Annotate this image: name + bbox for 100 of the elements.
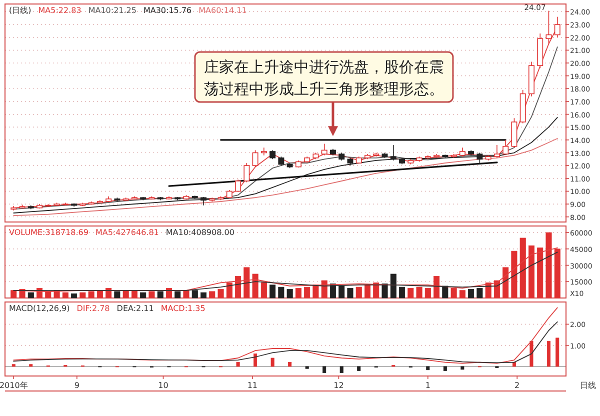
- bar: [546, 232, 552, 298]
- text: MA10:21.25: [88, 6, 136, 15]
- bar: [468, 289, 474, 298]
- line-series: [13, 116, 558, 214]
- candlestick: [260, 147, 267, 156]
- bar: [114, 291, 120, 298]
- bar: [200, 292, 207, 298]
- bar: [364, 284, 370, 298]
- bar: [528, 245, 534, 298]
- bar: [286, 289, 293, 298]
- candlestick: [546, 10, 552, 44]
- text: 日线: [580, 381, 596, 390]
- text: MA5:427646.81: [95, 228, 159, 237]
- candlestick: [235, 179, 242, 192]
- bar: [131, 290, 138, 298]
- x-tick-label: 2: [514, 381, 520, 390]
- bar: [270, 358, 274, 367]
- bar: [236, 362, 240, 367]
- bar: [434, 276, 440, 298]
- candlestick: [494, 144, 500, 158]
- bar: [305, 366, 309, 369]
- bar: [62, 292, 68, 298]
- x-tick-label: 1: [425, 381, 430, 390]
- bar: [252, 274, 258, 298]
- bar: [226, 282, 232, 298]
- bar: [71, 293, 78, 298]
- bar: [278, 286, 284, 298]
- text: MA30:15.76: [143, 6, 192, 15]
- candlestick: [476, 152, 483, 164]
- bar: [426, 366, 430, 370]
- chart-title: (日线): [9, 6, 32, 15]
- bar: [148, 291, 155, 298]
- candlestick: [390, 144, 396, 161]
- bar: [192, 290, 198, 298]
- bar: [340, 366, 344, 374]
- bar: [408, 288, 414, 298]
- text: MA10:408908.00: [166, 228, 234, 237]
- text: MA60:14.11: [198, 6, 247, 15]
- bar: [254, 354, 258, 367]
- bar: [270, 284, 276, 298]
- bar: [460, 366, 464, 370]
- candlestick: [321, 143, 328, 156]
- bar: [10, 290, 17, 298]
- bar: [157, 291, 164, 298]
- x-tick-label: 12: [334, 381, 344, 390]
- bar: [554, 248, 560, 298]
- bar: [244, 267, 250, 298]
- bar: [80, 292, 86, 298]
- bar: [390, 274, 396, 298]
- bar: [511, 250, 518, 298]
- candlestick: [252, 150, 258, 168]
- line-series: [13, 321, 558, 364]
- bar: [520, 238, 526, 298]
- bar: [218, 289, 224, 298]
- bar: [288, 362, 292, 367]
- bar: [183, 290, 190, 298]
- x-tick-label: 9: [74, 381, 80, 390]
- bar: [546, 340, 550, 367]
- bar: [424, 288, 431, 298]
- bar: [530, 340, 534, 367]
- candlestick: [502, 140, 509, 156]
- bar: [356, 286, 362, 298]
- bar: [322, 366, 326, 374]
- bar: [235, 276, 242, 298]
- bar: [338, 286, 345, 298]
- candlestick: [554, 16, 560, 38]
- bar: [416, 286, 422, 298]
- text: VOLUME:318718.69: [9, 228, 88, 237]
- x-tick-label: 10: [158, 381, 168, 390]
- bar: [29, 364, 33, 367]
- bar: [312, 284, 319, 298]
- bar: [304, 286, 310, 298]
- bar: [459, 290, 466, 298]
- bar: [502, 267, 509, 298]
- bar: [295, 288, 302, 298]
- bar: [96, 290, 103, 298]
- bar: [122, 290, 129, 298]
- bar: [88, 291, 94, 298]
- annotation: 庄家在上升途中进行洗盘，股价在震荡过程中形成上升三角形整理形态。: [204, 58, 444, 98]
- bar: [556, 338, 560, 367]
- bar: [476, 288, 483, 298]
- bar: [209, 291, 216, 298]
- bar: [28, 292, 34, 298]
- bar: [12, 364, 16, 367]
- bar: [260, 282, 267, 298]
- bar: [450, 288, 457, 298]
- bar: [45, 291, 52, 298]
- text: MACD:1.35: [160, 304, 206, 313]
- bar: [174, 291, 181, 298]
- line-series: [13, 138, 558, 216]
- x-tick-label: 2010年: [0, 381, 28, 390]
- candlestick: [244, 162, 250, 183]
- chart-title: MACD(12,26,9): [9, 304, 70, 313]
- text: MA5:22.83: [38, 6, 82, 15]
- text: DIF:2.78: [76, 304, 110, 313]
- x-tick-label: 11: [247, 381, 258, 390]
- bar: [373, 282, 380, 298]
- text: DEA:2.11: [116, 304, 154, 313]
- bar: [399, 286, 406, 298]
- bar: [537, 248, 544, 298]
